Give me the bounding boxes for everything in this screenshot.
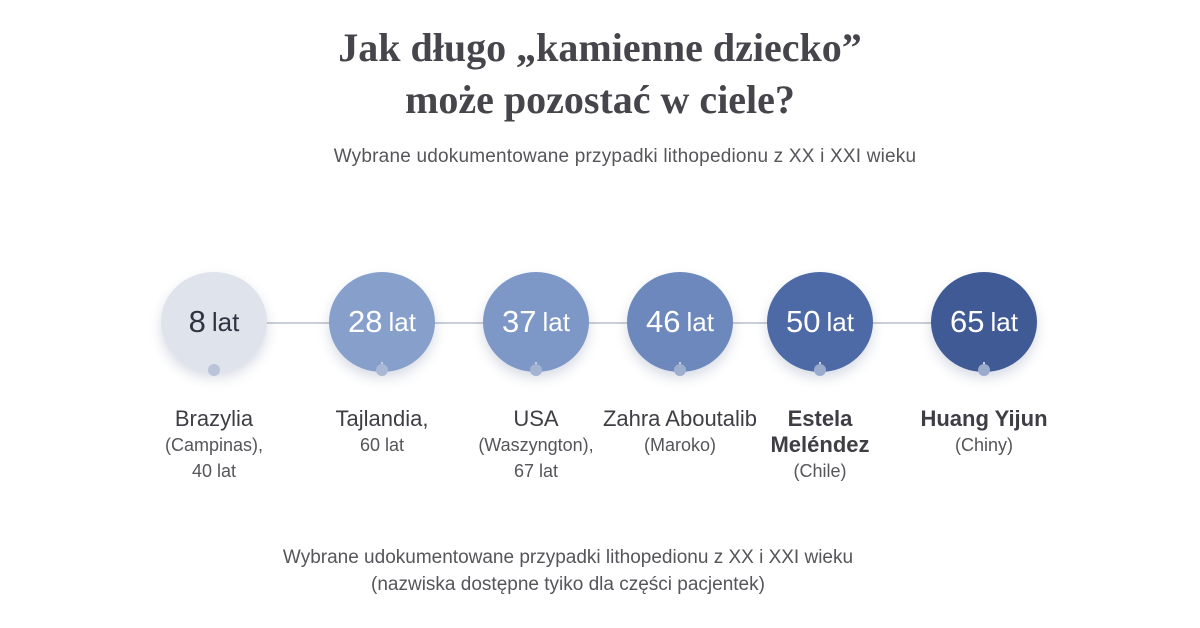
- marker-dot: [208, 364, 220, 376]
- case-detail: (Maroko): [643, 435, 716, 455]
- duration-circle: 65 lat: [931, 272, 1037, 372]
- footnote-line-1: Wybrane udokumentowane przypadki lithope…: [282, 547, 854, 568]
- duration-circle: 50 lat: [767, 272, 873, 372]
- duration-value: 46: [646, 304, 681, 339]
- duration-unit: lat: [211, 306, 240, 337]
- case-detail: (Campinas),: [164, 435, 264, 455]
- case-label: Brazylia (Campinas), 40 lat: [104, 406, 324, 484]
- case-name: Huang Yijun: [920, 406, 1048, 431]
- duration-value: 50: [786, 304, 821, 339]
- marker-dot: [814, 364, 826, 376]
- marker-dot: [376, 364, 388, 376]
- case-detail: 60 lat: [359, 435, 405, 455]
- case-label: Zahra Aboutalib (Maroko): [570, 406, 790, 458]
- duration-unit: lat: [686, 306, 714, 337]
- case-label: Tajlandia, 60 lat: [272, 406, 492, 458]
- timeline-line: [205, 322, 995, 324]
- marker-dot: [978, 364, 990, 376]
- case-name: Meléndez: [770, 432, 870, 457]
- case-label: Huang Yijun (Chiny): [874, 406, 1094, 458]
- case-detail: 67 lat: [513, 461, 559, 481]
- footnote: Wybrane udokumentowane przypadki lithope…: [0, 544, 1136, 598]
- duration-value: 8: [188, 304, 206, 339]
- duration-circle: 37 lat: [483, 272, 589, 372]
- title-line-1: Jak długo „kamienne dziecko”: [338, 25, 862, 70]
- duration-unit: lat: [826, 306, 854, 337]
- page-title: Jak długo „kamienne dziecko” może pozost…: [0, 22, 1200, 126]
- duration-unit: lat: [990, 306, 1018, 337]
- case-detail: (Waszyngton),: [478, 435, 594, 455]
- case-name: USA: [513, 406, 559, 431]
- subtitle: Wybrane udokumentowane przypadki lithope…: [333, 146, 917, 167]
- case-detail: 40 lat: [191, 461, 237, 481]
- case-label: USA (Waszyngton), 67 lat: [426, 406, 646, 484]
- case-name: Estela: [787, 406, 853, 431]
- case-name: Tajlandia,: [335, 406, 429, 431]
- duration-unit: lat: [388, 306, 416, 337]
- duration-circle: 46 lat: [627, 272, 733, 372]
- duration-value: 65: [950, 304, 985, 339]
- title-line-2: może pozostać w ciele?: [405, 77, 795, 122]
- case-detail: (Chiny): [954, 435, 1013, 455]
- duration-circle: 8 lat: [161, 272, 267, 372]
- duration-value: 28: [348, 304, 383, 339]
- duration-circle: 28 lat: [329, 272, 435, 372]
- marker-dot: [530, 364, 542, 376]
- marker-dot: [674, 364, 686, 376]
- case-name: Brazylia: [174, 406, 254, 431]
- case-label: Estela Meléndez (Chile): [710, 406, 930, 484]
- footnote-line-2: (nazwiska dostępne tyiko dla części pacj…: [371, 574, 765, 595]
- duration-value: 37: [502, 304, 537, 339]
- duration-unit: lat: [542, 306, 570, 337]
- case-name: Zahra Aboutalib: [602, 406, 758, 431]
- case-detail: (Chile): [793, 461, 847, 481]
